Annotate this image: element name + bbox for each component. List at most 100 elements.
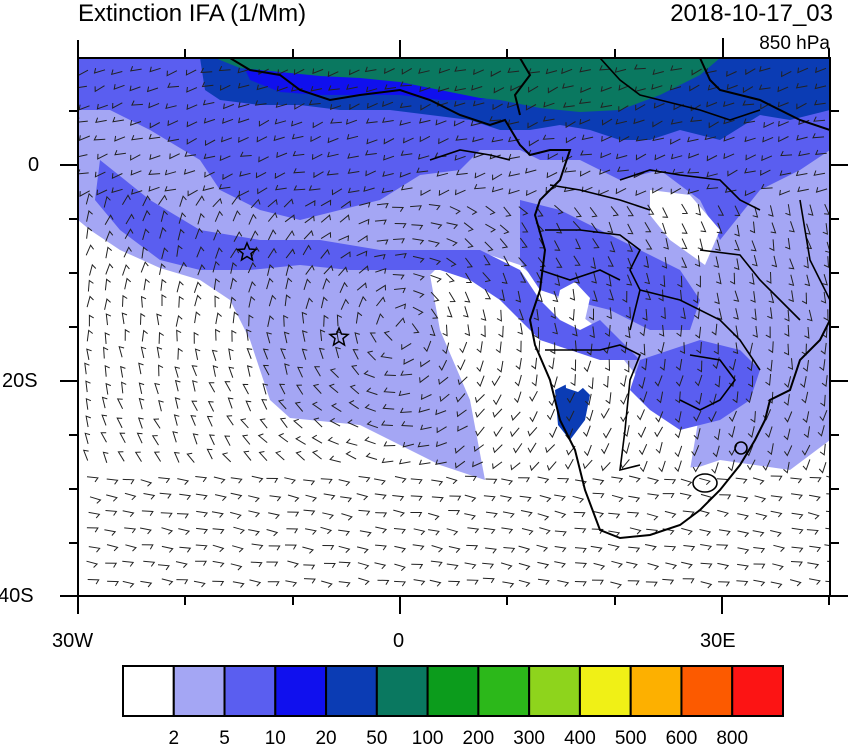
- wind-barb: [767, 443, 774, 456]
- wind-barb: [159, 263, 166, 275]
- wind-barb: [248, 314, 254, 327]
- wind-barb: [429, 257, 442, 266]
- wind-barb: [294, 103, 305, 110]
- wind-barb: [744, 190, 756, 197]
- wind-barb: [339, 281, 348, 294]
- wind-barb: [525, 190, 537, 197]
- wind-barb: [86, 210, 93, 222]
- wind-barb: [785, 238, 791, 250]
- wind-barb: [84, 362, 90, 375]
- wind-barb: [765, 426, 773, 438]
- wind-barb: [712, 357, 720, 370]
- wind-barb: [204, 139, 216, 147]
- wind-barb: [706, 155, 718, 162]
- wind-barb: [137, 417, 144, 429]
- wind-barb: [293, 185, 306, 191]
- wind-barb: [124, 277, 132, 290]
- wind-barb: [717, 562, 730, 570]
- wind-barb: [733, 290, 740, 302]
- wind-barb: [304, 200, 316, 207]
- wind-barb: [784, 324, 790, 337]
- wind-barb: [815, 67, 827, 74]
- colorbar-label-9: 500: [614, 728, 647, 749]
- wind-barb: [783, 428, 791, 441]
- wind-barb: [399, 81, 412, 87]
- wind-barb: [358, 218, 370, 225]
- datetime-label: 2018-10-17_03: [670, 0, 833, 27]
- wind-barb: [312, 68, 324, 75]
- wind-barb: [230, 247, 240, 259]
- clear-patch-south-atlantic: [78, 280, 500, 596]
- wind-barb: [212, 528, 225, 535]
- wind-barb: [321, 580, 333, 588]
- extinction-fill-interior: [630, 340, 760, 430]
- wind-barb: [608, 530, 621, 537]
- wind-barb: [358, 265, 369, 274]
- wind-barb: [156, 346, 163, 359]
- wind-barb: [448, 510, 461, 516]
- wind-barb: [591, 579, 604, 585]
- wind-barb: [633, 118, 645, 125]
- wind-barb: [110, 69, 123, 76]
- wind-barb: [466, 579, 479, 585]
- wind-barb: [85, 398, 92, 410]
- wind-barb: [112, 102, 123, 109]
- wind-barb: [583, 425, 591, 437]
- wind-barb: [549, 426, 558, 439]
- wind-barb: [763, 122, 775, 129]
- wind-barb: [305, 494, 318, 502]
- wind-barb: [508, 171, 520, 177]
- wind-barb: [456, 409, 467, 418]
- wind-barb: [492, 444, 503, 454]
- wind-barb: [429, 324, 436, 337]
- wind-barb: [679, 342, 686, 355]
- wind-barb: [724, 187, 737, 193]
- wind-barb: [352, 349, 359, 360]
- wind-barb: [375, 284, 386, 292]
- wind-barb: [87, 279, 94, 292]
- wind-barb: [501, 478, 514, 486]
- wind-barb: [615, 187, 627, 195]
- wind-barb: [124, 328, 130, 341]
- wind-barb: [249, 579, 262, 587]
- wind-barb: [435, 409, 447, 416]
- wind-barb: [647, 477, 660, 485]
- wind-barb: [347, 168, 360, 174]
- wind-barb: [238, 190, 250, 197]
- wind-barb: [573, 255, 581, 266]
- wind-barb: [105, 382, 111, 395]
- wind-barb: [706, 183, 719, 190]
- wind-barb: [398, 390, 411, 397]
- wind-barb: [268, 294, 277, 307]
- wind-barb: [401, 342, 412, 351]
- wind-barb: [554, 530, 567, 537]
- wind-barb: [285, 230, 295, 241]
- wind-barb: [292, 150, 305, 157]
- wind-barb: [446, 528, 459, 536]
- wind-barb: [89, 496, 102, 504]
- wind-barb: [762, 409, 772, 421]
- colorbar-swatch-0: [122, 665, 175, 717]
- wind-barb: [714, 375, 721, 388]
- wind-barb: [602, 427, 612, 439]
- wind-barb: [713, 342, 719, 355]
- wind-barb: [384, 370, 396, 376]
- wind-barb: [529, 461, 540, 472]
- wind-barb: [557, 478, 570, 484]
- wind-barb: [230, 563, 243, 571]
- wind-barb: [416, 167, 429, 173]
- wind-barb: [495, 341, 502, 354]
- wind-barb: [338, 581, 351, 588]
- eswatini-outline: [734, 441, 748, 455]
- wind-barb: [383, 330, 393, 341]
- wind-barb: [823, 309, 829, 322]
- wind-barb: [105, 263, 114, 275]
- wind-barb: [762, 136, 774, 143]
- wind-barb: [547, 86, 559, 94]
- wind-barb: [221, 452, 232, 463]
- wind-barb: [746, 459, 756, 471]
- wind-barb: [438, 67, 450, 74]
- wind-barb: [420, 189, 431, 197]
- wind-barb: [546, 409, 556, 421]
- wind-barb: [516, 340, 522, 353]
